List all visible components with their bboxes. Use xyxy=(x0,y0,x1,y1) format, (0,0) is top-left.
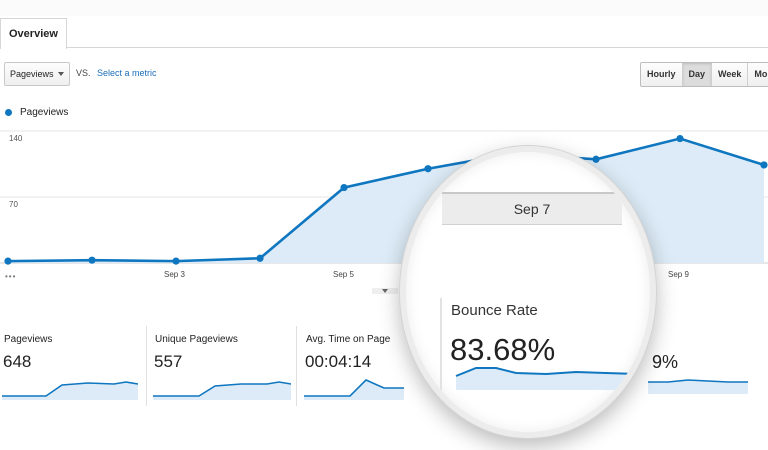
series-dot-icon xyxy=(5,109,12,116)
top-strip xyxy=(0,0,768,16)
time-range-group: Hourly Day Week Mont xyxy=(640,62,768,87)
data-point[interactable] xyxy=(424,165,432,173)
sparkline xyxy=(2,381,138,400)
scorecard-value: 00:04:14 xyxy=(305,352,372,371)
y-tick-label: 70 xyxy=(9,200,18,209)
sparkline xyxy=(304,379,404,400)
collapse-caret-icon[interactable] xyxy=(372,288,398,294)
more-dots-icon: ••• xyxy=(5,272,17,281)
scorecard-divider xyxy=(440,298,442,418)
sparkline xyxy=(455,367,636,390)
scorecard-label: Avg. Time on Page xyxy=(306,334,391,345)
data-point[interactable] xyxy=(592,155,600,163)
scorecard-value: 557 xyxy=(154,352,183,371)
data-point[interactable] xyxy=(256,254,264,262)
scorecard-pageviews[interactable]: Pageviews 648 xyxy=(0,320,148,410)
x-tick-label: Sep 9 xyxy=(668,270,689,279)
magnifier-lens: Sep 7 Bounce Rate 83.68% xyxy=(400,146,656,438)
partial-scorecard-value: 9% xyxy=(652,352,679,372)
vs-label: VS. xyxy=(76,68,91,78)
scorecard-value: 648 xyxy=(3,352,32,371)
sparkline xyxy=(648,379,748,394)
x-tick-label: Sep 3 xyxy=(164,270,185,279)
bounce-rate-label: Bounce Rate xyxy=(451,302,538,319)
data-point[interactable] xyxy=(760,161,768,169)
bounce-rate-value: 83.68% xyxy=(450,332,556,367)
range-hourly-button[interactable]: Hourly xyxy=(641,63,683,86)
series-area xyxy=(8,138,764,263)
chevron-down-icon xyxy=(58,72,64,76)
data-point[interactable] xyxy=(172,257,180,265)
data-point[interactable] xyxy=(676,134,684,143)
range-day-button[interactable]: Day xyxy=(682,63,713,86)
sparkline xyxy=(153,381,291,400)
date-tooltip: Sep 7 xyxy=(442,192,622,225)
legend-label: Pageviews xyxy=(20,107,69,118)
range-week-button[interactable]: Week xyxy=(712,63,749,86)
tab-bar: Overview xyxy=(0,16,768,49)
data-point[interactable] xyxy=(4,257,12,265)
chart-legend[interactable]: Pageviews xyxy=(5,107,68,118)
range-month-button[interactable]: Mont xyxy=(748,63,768,86)
select-metric-link[interactable]: Select a metric xyxy=(97,68,157,78)
x-tick-label: Sep 5 xyxy=(333,270,354,279)
data-point[interactable] xyxy=(340,183,348,192)
scorecard-divider xyxy=(146,326,147,406)
tab-overview[interactable]: Overview xyxy=(0,18,67,49)
y-tick-label: 140 xyxy=(9,134,23,143)
scorecard-avg-time[interactable]: Avg. Time on Page 00:04:14 xyxy=(302,320,450,410)
series-line xyxy=(7,137,765,263)
metric-dropdown[interactable]: Pageviews xyxy=(4,62,70,86)
scorecard-label: Unique Pageviews xyxy=(155,334,238,345)
scorecard-divider xyxy=(296,326,297,406)
metric-dropdown-value: Pageviews xyxy=(10,69,54,79)
data-point[interactable] xyxy=(88,256,96,264)
scorecard-unique-pageviews[interactable]: Unique Pageviews 557 xyxy=(151,320,299,410)
scorecard-label: Pageviews xyxy=(4,334,53,345)
